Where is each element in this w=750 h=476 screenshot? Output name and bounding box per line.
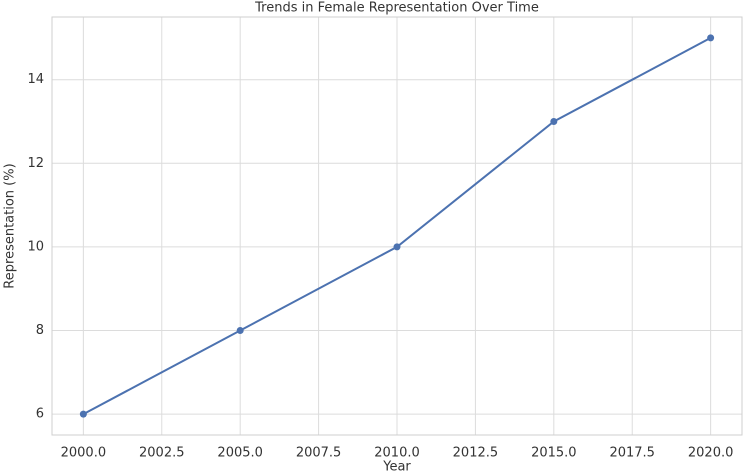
y-tick-label: 8 [36, 323, 44, 338]
x-tick-label: 2020.0 [688, 446, 734, 461]
data-point [393, 243, 401, 251]
chart-title: Trends in Female Representation Over Tim… [254, 1, 539, 16]
data-point [550, 118, 558, 125]
x-tick-label: 2012.5 [453, 446, 499, 461]
y-tick-label: 6 [36, 407, 44, 422]
x-tick-label: 2007.5 [296, 446, 342, 461]
x-tick-label: 2017.5 [609, 446, 655, 461]
x-tick-label: 2002.5 [139, 446, 185, 461]
y-tick-label: 12 [27, 156, 44, 171]
x-tick-label: 2005.0 [217, 446, 263, 461]
data-point [79, 410, 87, 418]
y-axis-label: Representation (%) [3, 163, 18, 288]
plot-frame [51, 16, 743, 436]
y-tick-label: 14 [27, 72, 44, 87]
x-tick-label: 2010.0 [374, 446, 420, 461]
data-point [236, 327, 244, 334]
x-tick-label: 2000.0 [61, 446, 107, 461]
y-tick-label: 10 [27, 239, 44, 254]
data-point [707, 34, 715, 42]
x-axis-label: Year [382, 460, 411, 475]
x-tick-label: 2015.0 [531, 446, 577, 461]
